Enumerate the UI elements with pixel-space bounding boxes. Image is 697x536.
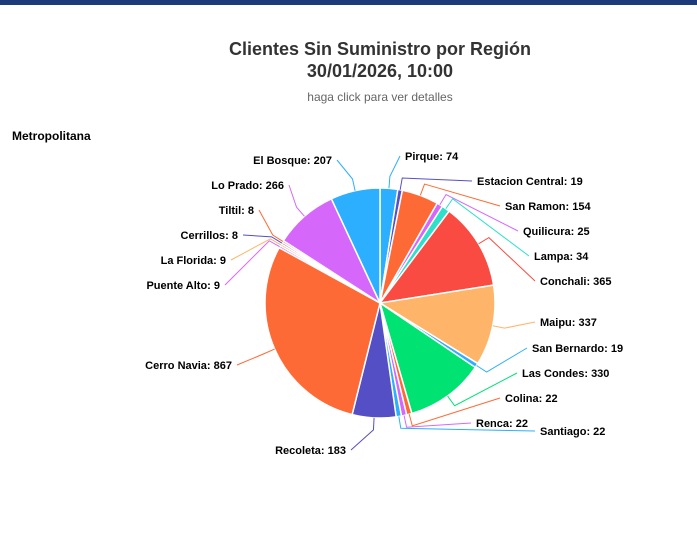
connector-conchali [478, 236, 536, 282]
chart-title-line1: Clientes Sin Suministro por Región [228, 39, 532, 59]
data-label-el-bosque[interactable]: El Bosque: 207 [253, 155, 332, 167]
connector-santiago [398, 416, 536, 432]
connector-renca [403, 415, 472, 428]
connector-cerrillos [242, 234, 283, 244]
chart-subtitle[interactable]: haga click para ver detalles [307, 90, 453, 104]
pie-slices [264, 187, 496, 419]
connector-san-bernardo [476, 347, 528, 373]
data-label-san-bernardo[interactable]: San Bernardo: 19 [532, 343, 623, 355]
data-label-recoleta[interactable]: Recoleta: 183 [275, 445, 346, 457]
top-accent-bar [0, 0, 697, 5]
chart-title: Clientes Sin Suministro por Región 30/01… [0, 38, 697, 82]
connector-colina [408, 397, 501, 427]
data-label-san-ramon[interactable]: San Ramon: 154 [505, 201, 591, 213]
data-label-colina[interactable]: Colina: 22 [505, 393, 558, 405]
connector-recoleta [350, 417, 375, 451]
data-label-cerro-navia[interactable]: Cerro Navia: 867 [145, 360, 232, 372]
connector-maipu [492, 321, 536, 329]
connector-estacion-central [399, 177, 473, 190]
connector-las-condes [447, 372, 518, 407]
connector-la-florida [230, 238, 282, 261]
data-label-santiago[interactable]: Santiago: 22 [540, 426, 605, 438]
pie-connectors [224, 155, 536, 451]
data-label-tiltil[interactable]: Tiltil: 8 [219, 205, 254, 217]
data-label-estacion-central[interactable]: Estacion Central: 19 [477, 176, 583, 188]
chart-title-line2: 30/01/2026, 10:00 [306, 61, 454, 81]
data-label-puente-alto[interactable]: Puente Alto: 9 [146, 280, 220, 292]
data-label-renca[interactable]: Renca: 22 [476, 418, 528, 430]
data-label-lampa[interactable]: Lampa: 34 [534, 251, 589, 263]
data-label-conchali[interactable]: Conchali: 365 [540, 276, 612, 288]
connector-quilicura [439, 193, 519, 232]
data-label-cerrillos[interactable]: Cerrillos: 8 [181, 230, 238, 242]
data-label-las-condes[interactable]: Las Condes: 330 [522, 368, 609, 380]
pie-slice-las-condes[interactable] [378, 301, 477, 415]
data-label-lo-prado[interactable]: Lo Prado: 266 [211, 180, 284, 192]
connector-puente-alto [224, 240, 280, 286]
pie-slice-cerro-navia[interactable] [264, 246, 381, 416]
data-label-pirque[interactable]: Pirque: 74 [405, 151, 459, 163]
connector-tiltil [258, 209, 284, 242]
connector-lo-prado [288, 184, 305, 217]
data-label-la-florida[interactable]: La Florida: 9 [161, 255, 226, 267]
region-title: Metropolitana [12, 129, 91, 143]
pie-slice-maipu[interactable] [377, 284, 496, 365]
data-label-maipu[interactable]: Maipu: 337 [540, 317, 597, 329]
connector-lampa [445, 198, 530, 257]
connector-san-ramon [419, 183, 501, 207]
pie-labels: Pirque: 74 Estacion Central: 19 San Ramon:… [145, 151, 623, 457]
connector-el-bosque [336, 159, 356, 191]
connector-pirque [388, 155, 401, 189]
connector-cerro-navia [236, 348, 275, 366]
data-label-quilicura[interactable]: Quilicura: 25 [523, 226, 590, 238]
